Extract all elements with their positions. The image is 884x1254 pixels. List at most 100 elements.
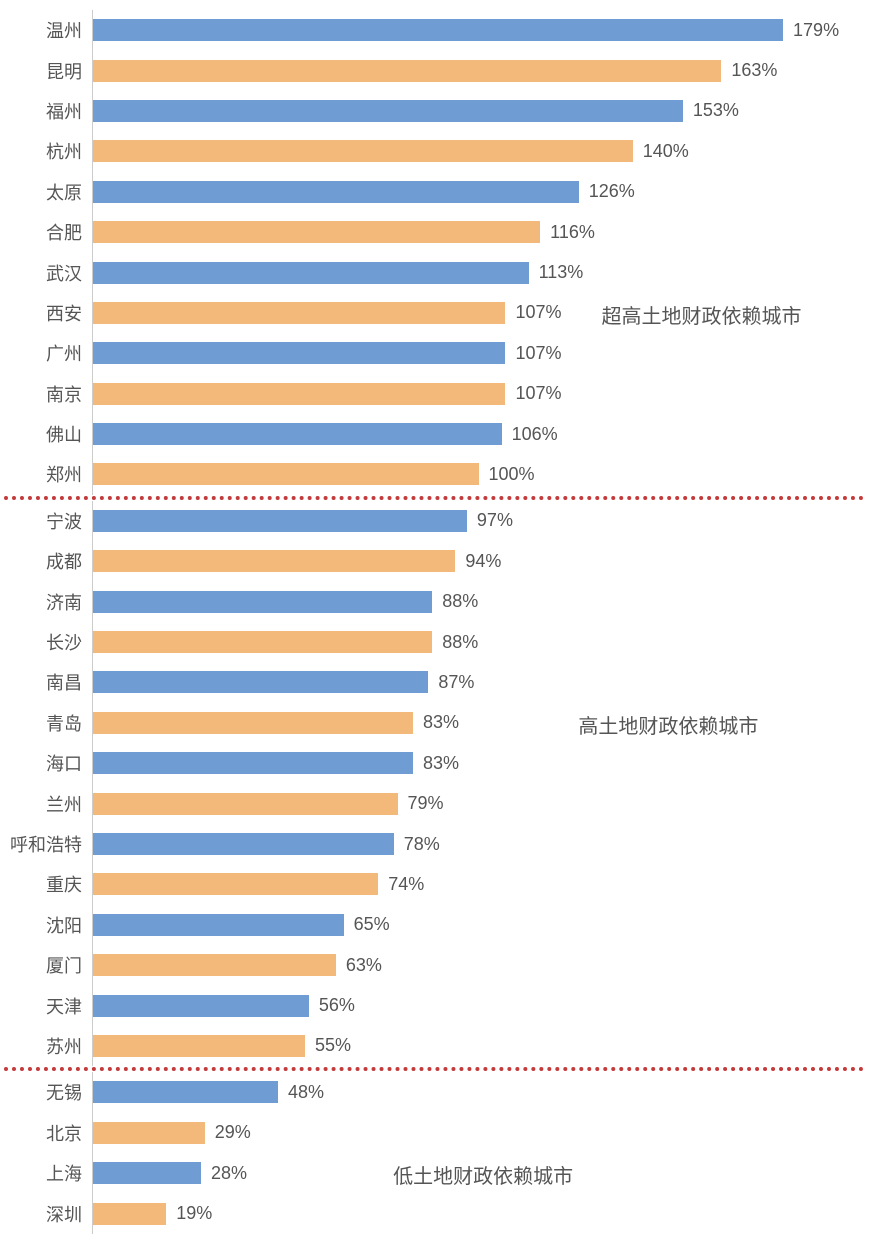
bar-area: 97% <box>93 501 864 541</box>
bar <box>93 19 783 41</box>
bar-row: 海口 83% <box>4 743 864 783</box>
bar-row: 武汉113% <box>4 252 864 292</box>
bar-area: 88% <box>93 581 864 621</box>
bar <box>93 1081 278 1103</box>
bar-area: 140% <box>93 131 864 171</box>
city-label: 深圳 <box>4 1201 92 1227</box>
bar-area: 87% <box>93 662 864 702</box>
bar-row: 济南 88% <box>4 581 864 621</box>
city-label: 厦门 <box>4 952 92 978</box>
bar-value: 55% <box>315 1035 351 1056</box>
bar-row: 太原126% <box>4 172 864 212</box>
bar-area: 179% <box>93 10 864 50</box>
city-label: 郑州 <box>4 461 92 487</box>
bar <box>93 833 394 855</box>
section-divider <box>4 1067 864 1071</box>
bar-row: 广州 107% <box>4 333 864 373</box>
bar <box>93 383 505 405</box>
bar-row: 温州179% <box>4 10 864 50</box>
bar-area: 63% <box>93 945 864 985</box>
bar <box>93 423 502 445</box>
bar-area: 74% <box>93 864 864 904</box>
bar <box>93 262 529 284</box>
bar-row: 北京 29% <box>4 1113 864 1153</box>
bar-area: 79% <box>93 783 864 823</box>
city-label: 南京 <box>4 381 92 407</box>
city-label: 合肥 <box>4 219 92 245</box>
bar-value: 78% <box>404 834 440 855</box>
bar-area: 106% <box>93 414 864 454</box>
bar <box>93 631 432 653</box>
bar-area: 55% <box>93 1026 864 1066</box>
city-label: 苏州 <box>4 1033 92 1059</box>
bar <box>93 60 721 82</box>
bar <box>93 1122 205 1144</box>
bar-area: 28% <box>93 1153 864 1193</box>
city-label: 昆明 <box>4 58 92 84</box>
bar-area: 48% <box>93 1072 864 1112</box>
bar-value: 83% <box>423 753 459 774</box>
bar-value: 63% <box>346 955 382 976</box>
bar-value: 48% <box>288 1082 324 1103</box>
bar-value: 126% <box>589 181 635 202</box>
bar-area: 153% <box>93 91 864 131</box>
bar-row: 沈阳65% <box>4 905 864 945</box>
bar-area: 126% <box>93 172 864 212</box>
city-label: 济南 <box>4 589 92 615</box>
bar-row: 昆明 163% <box>4 50 864 90</box>
bar <box>93 221 540 243</box>
bar-row: 宁波 97% <box>4 501 864 541</box>
bar-value: 107% <box>515 383 561 404</box>
bar <box>93 1162 201 1184</box>
bar-area: 113% <box>93 252 864 292</box>
bar-value: 163% <box>731 60 777 81</box>
city-label: 北京 <box>4 1120 92 1146</box>
bar <box>93 181 579 203</box>
bar-row: 杭州140% <box>4 131 864 171</box>
bar <box>93 100 683 122</box>
bar-value: 56% <box>319 995 355 1016</box>
land-finance-dependency-chart: 超高土地财政依赖城市温州179%昆明163%福州153%杭州140%太原126%… <box>4 10 864 1234</box>
bar-row: 合肥 116% <box>4 212 864 252</box>
city-label: 福州 <box>4 98 92 124</box>
city-label: 成都 <box>4 548 92 574</box>
bar-row: 深圳 19% <box>4 1193 864 1233</box>
bar-value: 116% <box>550 222 595 243</box>
city-label: 呼和浩特 <box>4 831 92 857</box>
bar-row: 成都94% <box>4 541 864 581</box>
bar-value: 179% <box>793 20 839 41</box>
bar-row: 郑州100% <box>4 454 864 494</box>
city-label: 青岛 <box>4 710 92 736</box>
section-divider <box>4 496 864 500</box>
bar-row: 天津56% <box>4 985 864 1025</box>
bar <box>93 954 336 976</box>
bar-value: 19% <box>176 1203 212 1224</box>
bar-value: 88% <box>442 591 478 612</box>
city-label: 长沙 <box>4 629 92 655</box>
bar-row: 呼和浩特 78% <box>4 824 864 864</box>
bar-value: 83% <box>423 712 459 733</box>
city-label: 宁波 <box>4 508 92 534</box>
bar-value: 107% <box>515 343 561 364</box>
bar-row: 厦门 63% <box>4 945 864 985</box>
bar-value: 28% <box>211 1163 247 1184</box>
bar <box>93 510 467 532</box>
bar-row: 福州 153% <box>4 91 864 131</box>
bar-value: 153% <box>693 100 739 121</box>
bar <box>93 793 398 815</box>
city-label: 佛山 <box>4 421 92 447</box>
bar-area: 83% <box>93 703 864 743</box>
city-label: 海口 <box>4 750 92 776</box>
bar-value: 97% <box>477 510 513 531</box>
bar-value: 106% <box>512 424 558 445</box>
bar-row: 南昌87% <box>4 662 864 702</box>
city-label: 沈阳 <box>4 912 92 938</box>
city-label: 广州 <box>4 340 92 366</box>
bar <box>93 1203 166 1225</box>
bar-value: 88% <box>442 632 478 653</box>
bar-row: 南京 107% <box>4 374 864 414</box>
bar-value: 79% <box>408 793 444 814</box>
bar-row: 兰州79% <box>4 783 864 823</box>
bar <box>93 591 432 613</box>
bar-value: 29% <box>215 1122 251 1143</box>
